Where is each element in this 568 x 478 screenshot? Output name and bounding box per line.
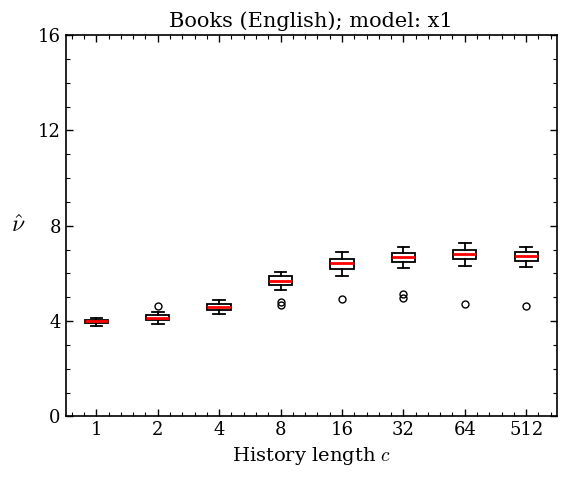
X-axis label: History length $c$: History length $c$ <box>232 445 391 467</box>
PathPatch shape <box>146 315 169 320</box>
Y-axis label: $\hat{\nu}$: $\hat{\nu}$ <box>11 214 26 237</box>
PathPatch shape <box>515 252 538 261</box>
PathPatch shape <box>269 276 292 285</box>
PathPatch shape <box>207 304 231 310</box>
Title: Books (English); model: x1: Books (English); model: x1 <box>169 11 453 31</box>
PathPatch shape <box>85 320 108 323</box>
PathPatch shape <box>453 250 477 259</box>
PathPatch shape <box>392 253 415 262</box>
PathPatch shape <box>331 259 354 269</box>
